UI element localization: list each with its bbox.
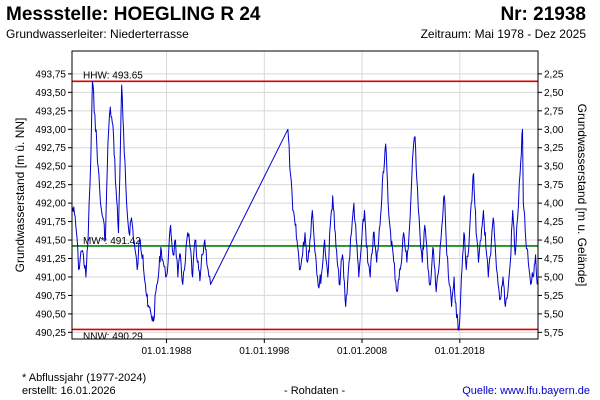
source-link[interactable]: Quelle: www.lfu.bayern.de <box>462 385 590 397</box>
y-tick-label: 490,75 <box>35 291 66 302</box>
y-tick-label: 491,00 <box>35 272 66 283</box>
y2-tick-label: 2,75 <box>544 106 564 117</box>
y2-tick-label: 5,00 <box>544 272 564 283</box>
y2-tick-label: 5,50 <box>544 309 564 320</box>
y-tick-label: 493,25 <box>35 106 66 117</box>
y-tick-label: 493,00 <box>35 125 66 136</box>
x-tick-label: 01.01.1988 <box>142 346 192 357</box>
x-tick-label: 01.01.2008 <box>337 346 387 357</box>
y2-tick-label: 4,00 <box>544 199 564 210</box>
y2-tick-label: 4,25 <box>544 217 564 228</box>
y2-axis-label: Grundwasserstand [m u. Gelände] <box>575 104 589 287</box>
y2-tick-label: 4,75 <box>544 254 564 265</box>
y-tick-label: 490,25 <box>35 328 66 339</box>
y-axis-label: Grundwasserstand [m ü. NN] <box>13 118 27 273</box>
y-tick-label: 492,25 <box>35 180 66 191</box>
y2-tick-label: 3,75 <box>544 180 564 191</box>
footnote-hydro-year: * Abflussjahr (1977-2024) <box>22 372 147 384</box>
y2-tick-label: 3,50 <box>544 162 564 173</box>
plot-frame <box>71 50 539 340</box>
reference-label: MW*: 491.42 <box>83 236 141 247</box>
y-tick-label: 493,75 <box>35 69 66 80</box>
y-tick-label: 491,50 <box>35 236 66 247</box>
series-layer <box>71 80 538 331</box>
period-label: Zeitraum: Mai 1978 - Dez 2025 <box>420 27 586 41</box>
y-tick-label: 491,75 <box>35 217 66 228</box>
y2-tick-label: 5,75 <box>544 328 564 339</box>
created-date: erstellt: 16.01.2026 <box>22 385 116 397</box>
grid <box>72 51 538 339</box>
reference-lines: HHW: 493.65 MW*: 491.42 NNW: 490.29 <box>72 70 538 342</box>
tick-labels: 490,25 490,50 490,75 491,00 491,25 491,50 491,… <box>35 69 563 357</box>
page-title: Messstelle: HOEGLING R 24 <box>6 4 261 25</box>
x-tick-label: 01.01.2018 <box>435 346 485 357</box>
reference-label: HHW: 493.65 <box>83 70 143 81</box>
y-tick-label: 492,50 <box>35 162 66 173</box>
raw-data-label: - Rohdaten - <box>284 385 346 397</box>
y2-tick-label: 2,25 <box>544 69 564 80</box>
y-tick-label: 492,75 <box>35 143 66 154</box>
reference-label: NNW: 490.29 <box>83 331 143 342</box>
station-number: Nr: 21938 <box>500 4 586 25</box>
aquifer-label: Grundwasserleiter: Niederterrasse <box>6 27 189 41</box>
y2-tick-label: 5,25 <box>544 291 564 302</box>
y-tick-label: 491,25 <box>35 254 66 265</box>
y2-tick-label: 4,50 <box>544 236 564 247</box>
x-tick-label: 01.01.1998 <box>239 346 289 357</box>
y-tick-label: 490,50 <box>35 309 66 320</box>
y2-tick-label: 2,50 <box>544 88 564 99</box>
y2-tick-label: 3,00 <box>544 125 564 136</box>
y-tick-label: 492,00 <box>35 199 66 210</box>
series-line <box>71 80 538 331</box>
y2-tick-label: 3,25 <box>544 143 564 154</box>
y-tick-label: 493,50 <box>35 88 66 99</box>
